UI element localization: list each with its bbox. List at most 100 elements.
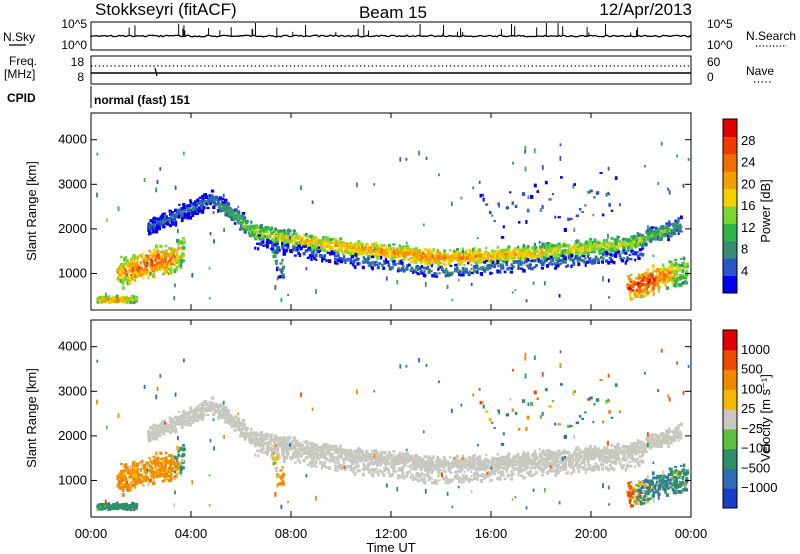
velocity-cell <box>359 458 362 463</box>
power-cell <box>177 246 180 250</box>
power-cell <box>639 282 642 286</box>
power-cell <box>217 209 220 213</box>
power-cell <box>209 232 212 236</box>
velocity-cell <box>434 464 437 468</box>
power-cell <box>315 288 318 292</box>
power-cell <box>421 256 424 260</box>
power-cell <box>507 254 510 258</box>
power-cell <box>170 271 173 274</box>
power-cell <box>386 260 390 264</box>
power-cell <box>448 263 452 266</box>
velocity-cell <box>200 413 204 417</box>
power-cell <box>163 254 167 258</box>
velocity-cell <box>456 454 459 459</box>
power-cell <box>360 250 364 255</box>
power-cell <box>412 255 415 258</box>
velocity-cell <box>395 459 400 463</box>
velocity-cell <box>459 469 462 473</box>
power-cell <box>475 251 479 255</box>
power-cell <box>563 227 567 232</box>
power-cell <box>631 288 635 292</box>
power-cell <box>361 252 364 256</box>
power-cell <box>168 263 171 266</box>
power-cell <box>289 236 293 240</box>
power-cell <box>483 261 486 264</box>
velocity-cell <box>364 458 367 462</box>
velocity-cell <box>453 460 456 464</box>
velocity-cell <box>447 468 452 473</box>
power-cell <box>315 249 318 253</box>
velocity-cell <box>315 456 318 460</box>
power-cell <box>446 255 450 259</box>
y-tick-label: 3000 <box>58 176 87 191</box>
power-cell <box>102 299 106 304</box>
velocity-cell <box>349 455 353 459</box>
velocity-cell <box>270 434 274 437</box>
power-cell <box>364 251 367 255</box>
power-cell <box>573 244 578 249</box>
velocity-cell <box>433 466 437 470</box>
power-cell <box>156 217 160 221</box>
velocity-cell <box>372 450 376 453</box>
power-cell <box>646 229 650 234</box>
velocity-cell <box>401 452 404 456</box>
power-cell <box>597 240 600 244</box>
velocity-cell <box>191 420 195 424</box>
velocity-cell <box>426 470 430 474</box>
power-cell <box>652 285 656 289</box>
power-cell <box>662 280 666 284</box>
power-cell <box>120 266 123 269</box>
power-cell <box>657 285 661 290</box>
velocity-cell <box>462 460 465 464</box>
power-cell <box>542 251 545 254</box>
power-cell <box>357 240 360 244</box>
power-cell <box>152 274 156 278</box>
velocity-cell <box>444 470 447 473</box>
power-cell <box>494 255 497 258</box>
power-cell <box>525 299 528 303</box>
velocity-cell <box>269 438 273 442</box>
power-cell <box>353 243 357 246</box>
power-cell <box>424 281 427 287</box>
power-cell <box>605 192 608 197</box>
power-cell <box>347 257 350 262</box>
colorbar-segment <box>723 188 737 207</box>
power-cell <box>128 263 132 268</box>
velocity-cell <box>171 428 175 432</box>
power-cell <box>318 239 321 244</box>
velocity-cell <box>201 411 204 415</box>
power-cell <box>287 243 290 247</box>
power-cell <box>444 252 447 256</box>
power-cell <box>132 265 135 267</box>
power-cell <box>176 211 180 215</box>
power-cell <box>367 264 371 267</box>
velocity-cell <box>284 440 287 444</box>
power-cell <box>200 206 204 210</box>
velocity-cell <box>183 423 187 426</box>
power-cell <box>150 228 154 231</box>
power-cell <box>157 261 160 264</box>
power-cell <box>532 281 535 285</box>
power-cell <box>301 245 305 248</box>
power-cell <box>575 214 579 218</box>
velocity-cell <box>437 470 440 474</box>
velocity-cell <box>287 435 290 439</box>
power-cell <box>653 277 657 282</box>
velocity-cell <box>421 459 425 462</box>
power-cell <box>515 260 519 264</box>
power-cell <box>414 260 418 264</box>
power-cell <box>258 230 262 233</box>
power-cell <box>312 240 315 244</box>
freq-unit-label: [MHz] <box>4 67 35 81</box>
power-cell <box>668 278 671 281</box>
power-cell <box>155 255 158 259</box>
cpid-panel: CPID normal (fast) 151 <box>7 86 190 108</box>
velocity-cell <box>327 447 331 452</box>
power-cell <box>577 257 581 260</box>
velocity-cell <box>326 449 330 453</box>
power-cell <box>306 236 309 239</box>
power-cell <box>569 217 573 220</box>
velocity-cell <box>177 421 180 426</box>
power-cell <box>446 253 450 257</box>
power-cell <box>425 260 428 264</box>
